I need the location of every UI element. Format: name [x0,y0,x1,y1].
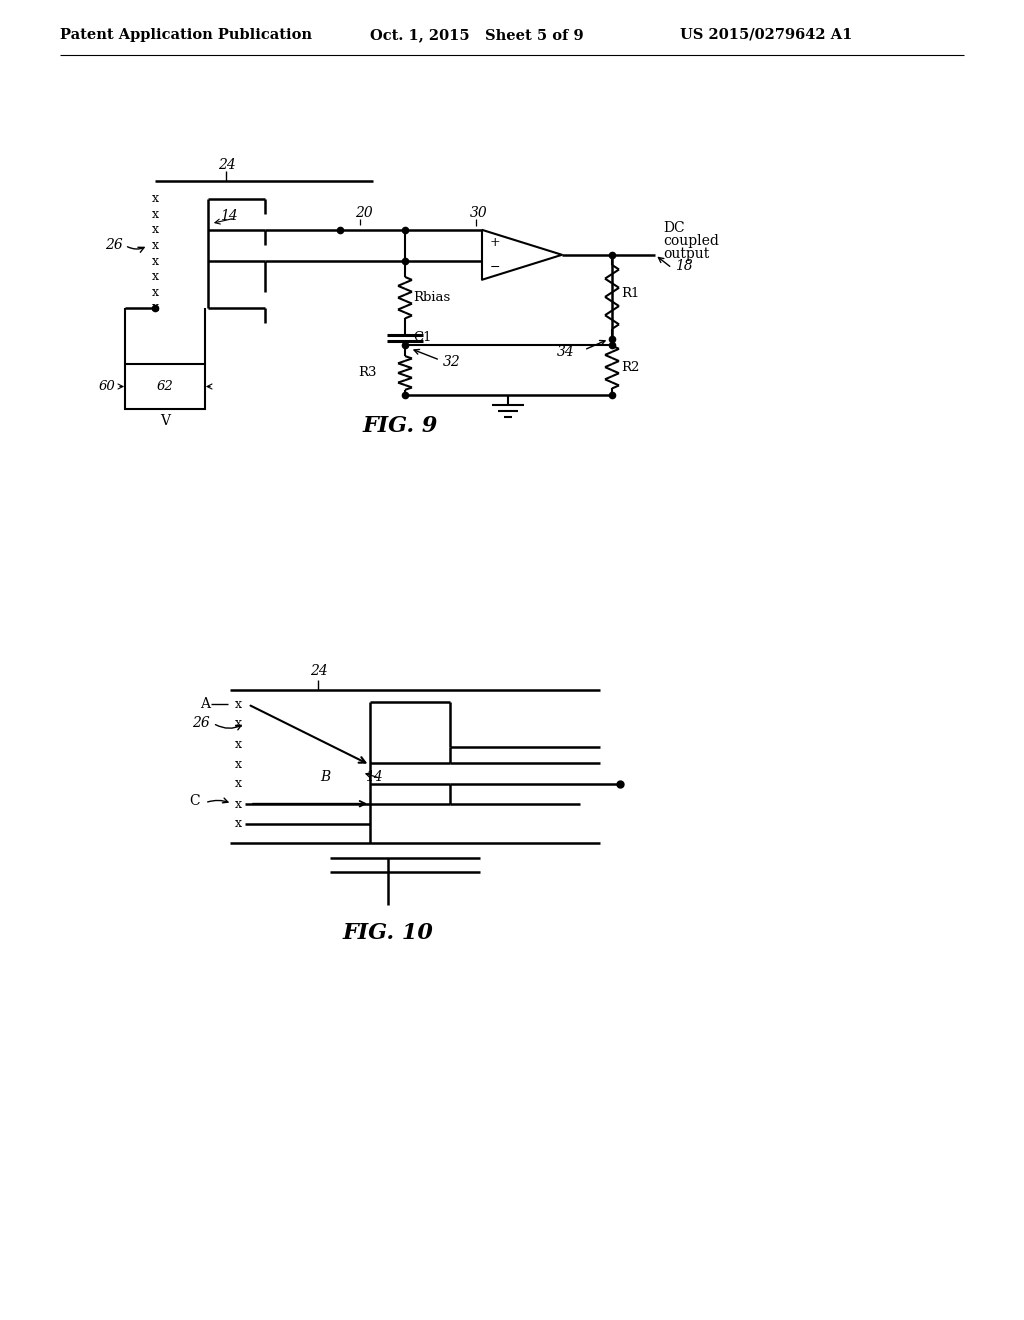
Text: V: V [160,414,170,428]
Text: x: x [152,285,159,298]
Text: C1: C1 [413,331,431,345]
Text: FIG. 9: FIG. 9 [362,416,437,437]
Text: x: x [234,698,242,711]
Text: x: x [152,223,159,236]
Text: 24: 24 [218,158,236,172]
Text: 62: 62 [157,380,173,393]
Text: 32: 32 [443,355,461,368]
Text: x: x [234,799,242,812]
Text: x: x [152,271,159,284]
Text: x: x [234,817,242,830]
Text: Rbias: Rbias [413,292,451,304]
Text: US 2015/0279642 A1: US 2015/0279642 A1 [680,28,852,42]
Text: Patent Application Publication: Patent Application Publication [60,28,312,42]
Text: coupled: coupled [663,234,719,248]
Text: 26: 26 [105,239,123,252]
Text: 14: 14 [365,771,383,784]
Text: x: x [234,738,242,751]
Text: 24: 24 [310,664,328,678]
Text: FIG. 10: FIG. 10 [343,923,433,944]
Text: 20: 20 [355,206,373,220]
Text: A: A [200,697,210,711]
Text: −: − [490,261,501,273]
Text: x: x [234,777,242,791]
Text: 60: 60 [98,380,115,393]
Text: 34: 34 [557,346,574,359]
Text: x: x [152,301,159,314]
Text: x: x [152,193,159,205]
Text: 18: 18 [675,260,693,273]
Text: x: x [152,255,159,268]
Text: output: output [663,247,710,261]
Text: DC: DC [663,220,685,235]
Text: 14: 14 [220,209,238,223]
Text: R2: R2 [621,362,639,375]
Text: x: x [234,717,242,730]
Text: C: C [189,793,200,808]
Text: +: + [490,236,501,248]
Text: 26: 26 [193,717,210,730]
Bar [125,364,205,409]
Text: x: x [152,207,159,220]
Text: R1: R1 [621,288,639,300]
Text: 30: 30 [470,206,487,220]
Text: x: x [152,239,159,252]
Text: B: B [319,771,331,784]
Text: R3: R3 [358,366,377,379]
Text: x: x [234,759,242,771]
Text: Oct. 1, 2015   Sheet 5 of 9: Oct. 1, 2015 Sheet 5 of 9 [370,28,584,42]
